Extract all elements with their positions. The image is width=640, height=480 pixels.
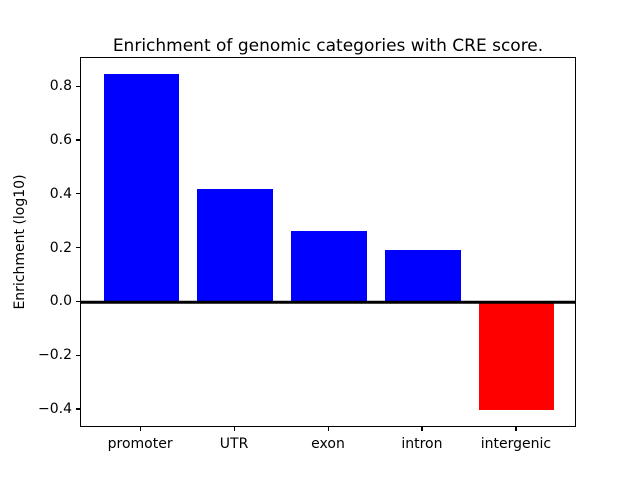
y-tick-label: −0.4 [38, 400, 72, 417]
x-tick [421, 427, 423, 431]
zero-baseline [81, 301, 575, 304]
y-tick [76, 193, 80, 195]
y-tick [76, 300, 80, 303]
chart-title: Enrichment of genomic categories with CR… [112, 36, 544, 56]
y-tick [76, 139, 80, 141]
bar-intergenic [479, 302, 555, 410]
x-tick [233, 427, 235, 431]
bar-exon [291, 231, 367, 303]
y-tick [76, 85, 80, 87]
bar-promoter [103, 73, 179, 303]
x-tick-label-promoter: promoter [107, 436, 173, 452]
plot-area [80, 57, 576, 427]
y-tick-label: 0.2 [49, 239, 72, 256]
bars-layer [81, 58, 575, 426]
y-tick-label: 0.4 [49, 185, 72, 202]
x-tick [515, 427, 517, 431]
x-tick-label-UTR: UTR [219, 436, 249, 452]
x-tick [327, 427, 329, 431]
y-tick [76, 247, 80, 249]
x-tick-label-exon: exon [311, 436, 345, 452]
y-tick-label: 0.6 [49, 131, 72, 148]
y-tick-label: 0.0 [49, 293, 72, 310]
y-tick [76, 408, 80, 410]
x-tick-label-intergenic: intergenic [480, 436, 552, 452]
x-tick [139, 427, 141, 431]
bar-UTR [197, 189, 273, 303]
y-tick-label: −0.2 [38, 347, 72, 364]
y-tick-label: 0.8 [49, 78, 72, 95]
y-tick [76, 354, 80, 356]
bar-intron [385, 249, 461, 303]
x-tick-label-intron: intron [401, 436, 443, 452]
